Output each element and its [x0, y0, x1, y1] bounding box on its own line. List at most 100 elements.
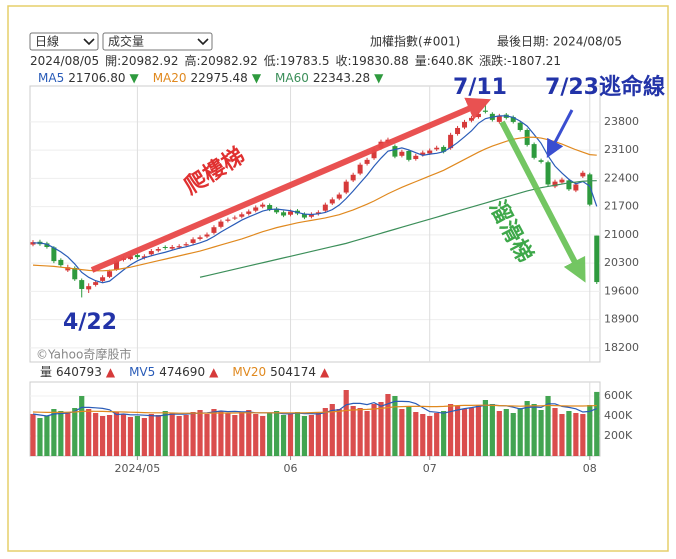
exit-arrow [546, 109, 574, 158]
legend-name: MA20 [153, 71, 187, 85]
legend-value: 640793 [56, 365, 102, 379]
volume-bar [253, 414, 259, 456]
candle-body [239, 214, 245, 217]
volume-bar [120, 414, 127, 456]
candle-body [413, 155, 419, 160]
volume-bar [218, 411, 224, 456]
volume-bar [176, 416, 182, 456]
candle-body [79, 280, 85, 289]
candle-body [162, 247, 168, 248]
volume-bar [594, 391, 600, 456]
candle-body [211, 227, 217, 233]
legend-name: MV20 [232, 365, 266, 379]
volume-bar [246, 410, 252, 456]
y-tick-label: 18200 [604, 341, 639, 354]
x-tick-label: 2024/05 [115, 462, 161, 475]
legend-trend: ▲ [209, 365, 219, 379]
volume-bar [434, 413, 440, 456]
candle-body [274, 208, 280, 213]
candle-body [448, 134, 454, 149]
ma-legend: MA5 21706.80 ▼ MA20 22975.48 ▼ MA60 22343.28 ▼ [38, 71, 384, 85]
candle-body [58, 259, 64, 266]
candle-body [44, 243, 50, 247]
volume-bar [79, 396, 85, 456]
y-tick-label: 400K [604, 409, 633, 422]
candle-body [134, 255, 140, 258]
y-tick-label: 21000 [604, 228, 639, 241]
y-tick-label: 200K [604, 429, 633, 442]
y-tick-label: 20300 [604, 256, 639, 269]
period-select[interactable] [29, 32, 99, 51]
volume-legend: 量 640793 ▲ MV5 474690 ▲ MV20 504174 ▲ [40, 365, 330, 379]
quote-item: 漲跌:-1807.21 [479, 53, 561, 68]
x-tick-label: 06 [284, 462, 298, 475]
legend-name: MA5 [38, 71, 64, 85]
candle-body [434, 147, 440, 150]
volume-bar [364, 411, 370, 456]
volume-bar [141, 418, 147, 456]
volume-bar [461, 409, 468, 456]
candle-body [350, 174, 356, 181]
candle-body [169, 247, 175, 249]
candle-body [204, 234, 210, 237]
candle-body [364, 159, 370, 164]
volume-bar [580, 414, 586, 456]
candle-body [462, 121, 468, 128]
annotation: 4/22 [63, 310, 117, 335]
volume-bar [72, 408, 78, 456]
volume-bar [65, 413, 71, 456]
volume-bar [489, 404, 495, 456]
volume-bar [267, 413, 273, 456]
volume-bar [441, 411, 447, 456]
candle-body [538, 160, 544, 162]
volume-bar [280, 415, 287, 456]
volume-bar [134, 416, 140, 456]
volume-bar [503, 409, 509, 456]
volume-bar [308, 415, 314, 456]
period-select-label: 日線 [35, 34, 59, 49]
y-tick-label: 23100 [604, 143, 639, 156]
candle-body [531, 144, 537, 158]
candle-body [496, 115, 502, 122]
candle-body [232, 217, 238, 219]
legend-value: 504174 [270, 365, 316, 379]
select-chevron [83, 38, 95, 46]
candle-body [218, 221, 224, 227]
volume-bar [413, 412, 419, 456]
candle-body [468, 117, 474, 121]
volume-bar [468, 408, 475, 456]
volume-bar [58, 411, 64, 456]
volume-bar [406, 407, 412, 456]
quote-item: 開:20982.92 [105, 54, 178, 68]
y-tick-label: 19600 [604, 284, 639, 297]
volume-bar [106, 415, 113, 456]
legend-value: 22975.48 [191, 71, 248, 85]
volume-bar [566, 411, 572, 456]
candle-body [573, 184, 579, 191]
volume-bar [559, 414, 565, 456]
candle-body [127, 256, 133, 260]
indicator-select[interactable] [102, 32, 213, 51]
legend-name: MA60 [275, 71, 309, 85]
candle-body [246, 211, 252, 214]
candle-body [545, 162, 551, 185]
ma-line [199, 180, 597, 278]
candle-body [343, 181, 349, 193]
candle-body [253, 207, 259, 211]
volume-bar [371, 404, 377, 456]
x-tick-label: 07 [423, 462, 437, 475]
candle-body [260, 204, 266, 207]
volume-bar [573, 413, 579, 456]
candle-body [100, 277, 106, 281]
legend-name: 量 [40, 365, 52, 379]
volume-bar [183, 415, 189, 456]
candle-body [183, 244, 189, 246]
volume-bar [86, 409, 92, 456]
candle-body [267, 205, 273, 210]
candle-body [72, 267, 78, 280]
candle-body [190, 239, 196, 243]
candle-body [51, 247, 57, 262]
volume-bar [204, 414, 210, 456]
volume-bar [274, 411, 280, 456]
legend-value: 21706.80 [68, 71, 125, 85]
